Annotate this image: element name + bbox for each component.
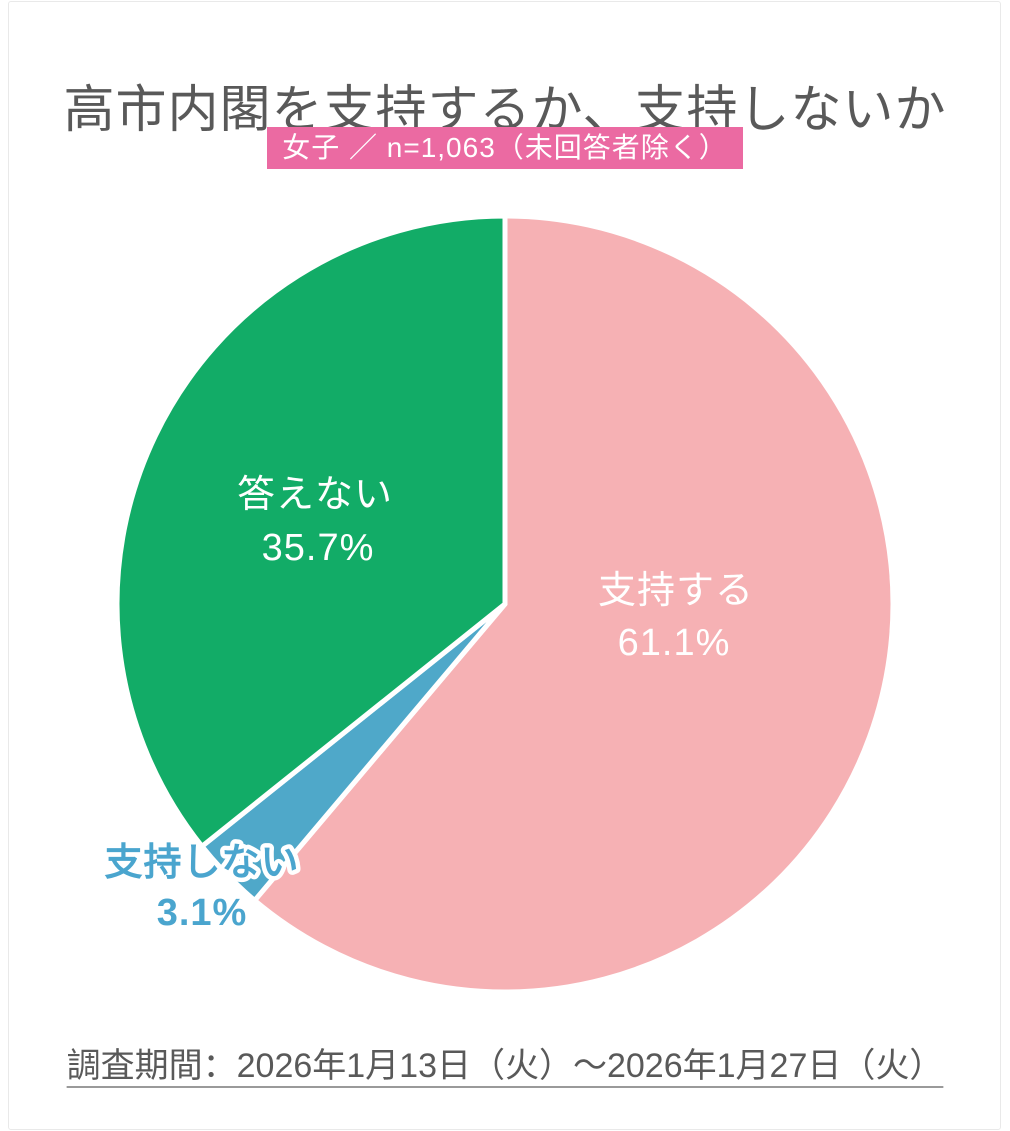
pie-slice-2 [114,213,508,849]
badge-row: 女子 ／ n=1,063（未回答者除く） [0,127,1010,169]
slice-value-kotaenai: 35.7% [262,527,375,569]
pie-chart: 答えない 35.7% 支持する 61.1% 支持しない 3.1% [100,213,896,995]
survey-period: 調査期間：2026年1月13日（火）～2026年1月27日（火） [66,1047,944,1085]
slice-label-kotaenai: 答えない [237,474,393,516]
slice-label-shijishinai: 支持しない [104,842,299,884]
slice-value-shijisuru: 61.1% [618,622,731,664]
slice-value-shijishinai: 3.1% [157,892,248,934]
pie-slices-group [114,213,896,995]
sample-badge: 女子 ／ n=1,063（未回答者除く） [267,127,743,169]
slice-label-shijisuru: 支持する [598,570,754,612]
pie-slice-0 [252,213,896,995]
